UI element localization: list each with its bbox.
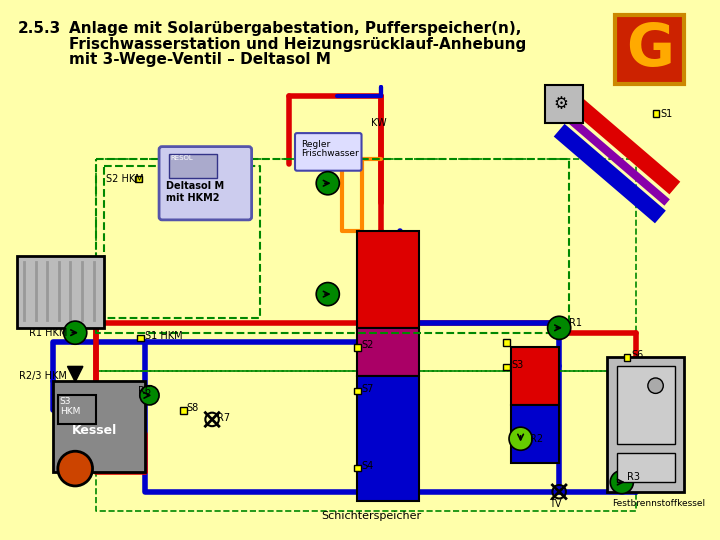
Bar — [58, 395, 96, 424]
Bar — [617, 367, 675, 443]
Text: 2.5.3: 2.5.3 — [17, 21, 60, 36]
Circle shape — [509, 427, 532, 450]
Text: TV: TV — [549, 500, 562, 509]
Text: S2: S2 — [361, 340, 374, 350]
FancyBboxPatch shape — [159, 146, 251, 220]
Bar — [168, 154, 217, 178]
Text: S4: S4 — [361, 461, 374, 471]
Text: S8: S8 — [186, 403, 198, 413]
Text: Frischwasser: Frischwasser — [301, 150, 359, 159]
Text: R1: R1 — [569, 318, 582, 328]
FancyBboxPatch shape — [295, 133, 361, 171]
Text: Anlage mit Solarübergabestation, Pufferspeicher(n),: Anlage mit Solarübergabestation, Puffers… — [69, 21, 522, 36]
Text: HKM: HKM — [60, 407, 80, 416]
Bar — [545, 85, 583, 124]
Text: S7: S7 — [361, 384, 374, 394]
Text: Schichterspeicher: Schichterspeicher — [321, 511, 421, 521]
Bar — [180, 407, 187, 414]
Text: S3: S3 — [511, 360, 523, 370]
Bar — [511, 405, 559, 463]
Text: S1 HKM: S1 HKM — [145, 330, 182, 341]
Text: R3: R3 — [626, 472, 639, 482]
Text: Deltasol M: Deltasol M — [166, 181, 224, 191]
Bar — [354, 388, 361, 394]
Text: ⚙: ⚙ — [554, 95, 569, 113]
Circle shape — [316, 172, 339, 195]
Bar — [608, 357, 685, 492]
Text: RESOL: RESOL — [171, 156, 194, 161]
Circle shape — [648, 378, 663, 394]
Bar — [652, 110, 660, 117]
Text: S6: S6 — [631, 350, 644, 360]
Text: G: G — [626, 21, 674, 78]
Bar — [17, 255, 104, 328]
Text: R7: R7 — [217, 413, 230, 423]
Text: mit HKM2: mit HKM2 — [166, 193, 220, 203]
Bar — [503, 340, 510, 346]
Polygon shape — [68, 367, 83, 382]
Bar — [137, 335, 144, 341]
Bar — [354, 465, 361, 471]
Text: S2 HKM: S2 HKM — [106, 173, 144, 184]
Circle shape — [316, 282, 339, 306]
Circle shape — [611, 470, 634, 494]
Text: mit 3-Wege-Ventil – Deltasol M: mit 3-Wege-Ventil – Deltasol M — [69, 52, 331, 67]
Circle shape — [63, 321, 87, 344]
Text: R2/3 HKM: R2/3 HKM — [19, 371, 67, 381]
Bar — [356, 376, 419, 501]
Bar — [617, 453, 675, 482]
Bar — [356, 328, 419, 376]
Bar — [356, 232, 419, 328]
Text: S3: S3 — [60, 397, 71, 406]
Circle shape — [58, 451, 93, 486]
Text: Frischwasserstation und Heizungsrücklauf-Anhebung: Frischwasserstation und Heizungsrücklauf… — [69, 37, 526, 52]
Text: R1 HKM: R1 HKM — [29, 328, 67, 338]
Circle shape — [548, 316, 571, 340]
Text: Festbrennstoffkessel: Festbrennstoffkessel — [612, 500, 706, 509]
Bar — [503, 363, 510, 370]
Text: Regler: Regler — [301, 140, 330, 149]
Text: Kessel: Kessel — [72, 424, 117, 437]
Text: R6: R6 — [138, 386, 151, 396]
Text: KW: KW — [372, 118, 387, 127]
Bar — [624, 354, 631, 361]
Bar — [135, 176, 142, 183]
Text: S1: S1 — [660, 109, 672, 119]
Bar — [615, 15, 685, 84]
Bar — [354, 344, 361, 351]
Bar — [511, 347, 559, 405]
Bar — [53, 381, 145, 472]
Circle shape — [140, 386, 159, 405]
Text: R2: R2 — [530, 434, 544, 444]
